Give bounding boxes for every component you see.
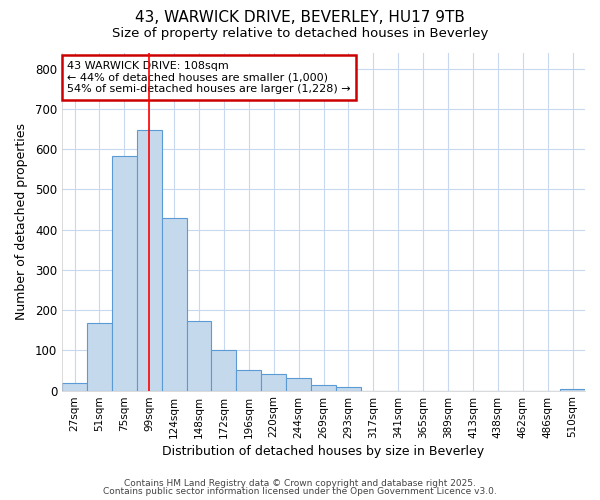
- Text: Contains HM Land Registry data © Crown copyright and database right 2025.: Contains HM Land Registry data © Crown c…: [124, 478, 476, 488]
- Bar: [560, 388, 585, 390]
- Bar: [336, 386, 361, 390]
- Bar: [87, 323, 112, 390]
- Bar: [62, 384, 87, 390]
- Text: 43, WARWICK DRIVE, BEVERLEY, HU17 9TB: 43, WARWICK DRIVE, BEVERLEY, HU17 9TB: [135, 10, 465, 25]
- Bar: [236, 370, 261, 390]
- Bar: [187, 320, 211, 390]
- Bar: [311, 386, 336, 390]
- Bar: [211, 350, 236, 391]
- Bar: [286, 378, 311, 390]
- Text: Contains public sector information licensed under the Open Government Licence v3: Contains public sector information licen…: [103, 487, 497, 496]
- Bar: [137, 130, 161, 390]
- Bar: [261, 374, 286, 390]
- Bar: [161, 218, 187, 390]
- Bar: [112, 156, 137, 390]
- Text: 43 WARWICK DRIVE: 108sqm
← 44% of detached houses are smaller (1,000)
54% of sem: 43 WARWICK DRIVE: 108sqm ← 44% of detach…: [67, 61, 351, 94]
- Text: Size of property relative to detached houses in Beverley: Size of property relative to detached ho…: [112, 28, 488, 40]
- Y-axis label: Number of detached properties: Number of detached properties: [15, 123, 28, 320]
- X-axis label: Distribution of detached houses by size in Beverley: Distribution of detached houses by size …: [163, 444, 485, 458]
